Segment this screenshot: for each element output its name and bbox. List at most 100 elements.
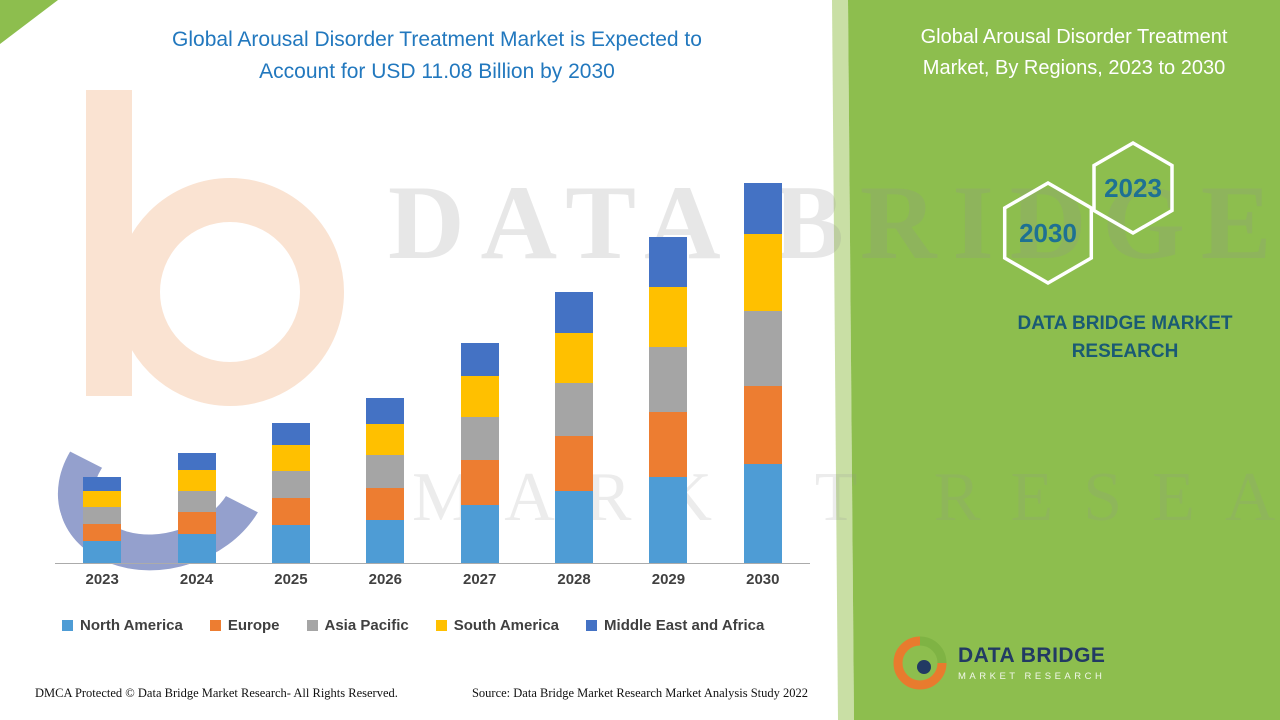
bar-segment	[366, 454, 405, 488]
page-title-line1: Global Arousal Disorder Treatment Market…	[172, 28, 702, 51]
bar-segment	[366, 398, 405, 425]
bar-segment	[177, 453, 216, 471]
page-title-line2: Account for USD 11.08 Billion by 2030	[259, 60, 615, 83]
bar-segment	[271, 497, 310, 526]
logo-title: DATA BRIDGE	[958, 644, 1106, 667]
page-title: Global Arousal Disorder Treatment Market…	[92, 24, 782, 88]
bar-segment	[649, 477, 688, 563]
right-panel-title: Global Arousal Disorder Treatment Market…	[878, 22, 1270, 84]
dbmr-logo: DATA BRIDGE MARKET RESEARCH	[893, 636, 1105, 690]
legend-label: Europe	[227, 617, 280, 634]
legend-swatch	[586, 620, 598, 631]
bar-segment	[460, 460, 499, 505]
bar-segment	[460, 376, 499, 418]
bar-segment	[555, 292, 594, 334]
stacked-bar	[649, 237, 688, 563]
bar-segment	[743, 310, 782, 387]
bar-segment	[555, 491, 594, 563]
right-panel-title-line2: Market, By Regions, 2023 to 2030	[922, 57, 1226, 79]
dbmr-logo-text: DATA BRIDGE MARKET RESEARCH	[958, 644, 1105, 682]
bar-column	[527, 183, 621, 563]
bar-column	[55, 183, 149, 563]
chart-legend: North America Europe Asia Pacific South Ame…	[62, 617, 764, 634]
x-axis-label: 2027	[463, 571, 497, 588]
bar-segment	[83, 523, 122, 541]
bar-segment	[83, 506, 122, 524]
bar-column	[621, 183, 715, 563]
bar-segment	[83, 491, 122, 507]
stacked-bar	[555, 292, 594, 563]
bar-segment	[366, 424, 405, 455]
stacked-bar-chart	[55, 182, 810, 564]
bar-column	[338, 183, 432, 563]
hexagon-2023-label: 2023	[1104, 173, 1162, 203]
legend-item: Europe	[209, 617, 280, 634]
stacked-bar	[177, 453, 216, 563]
stacked-bar	[366, 398, 405, 563]
bar-segment	[743, 463, 782, 563]
brand-text-line2: RESEARCH	[1071, 341, 1179, 362]
x-axis-label: 2023	[85, 571, 119, 588]
legend-item: Middle East and Africa	[586, 617, 764, 634]
bar-column	[149, 183, 243, 563]
source-note: Source: Data Bridge Market Research Mark…	[471, 686, 809, 700]
bar-segment	[271, 444, 310, 471]
bar-segment	[177, 470, 216, 491]
watermark-logo-stem	[86, 90, 132, 396]
bar-column	[716, 182, 810, 563]
bar-segment	[649, 286, 688, 347]
watermark-text-line1: DATA BRIDGE	[388, 164, 1280, 281]
bar-segment	[271, 422, 310, 445]
bar-segment	[177, 490, 216, 512]
legend-label: South America	[453, 617, 560, 634]
bar-column	[244, 183, 338, 563]
bar-segment	[460, 343, 499, 377]
bar-segment	[366, 520, 405, 563]
dmca-notice: DMCA Protected © Data Bridge Market Rese…	[35, 686, 398, 700]
x-axis-label: 2030	[746, 571, 780, 588]
x-axis-labels: 2023 2024 2025 2026 2027 2028 2029 2030	[55, 571, 810, 588]
bar-segment	[743, 386, 782, 464]
bar-segment	[83, 540, 122, 563]
bar-segment	[366, 487, 405, 521]
dbmr-logo-mark	[893, 636, 947, 690]
stacked-bar	[271, 422, 310, 563]
stacked-bar	[83, 477, 122, 563]
bar-segment	[271, 525, 310, 563]
hexagon-badges: 2030 2023	[1002, 140, 1174, 286]
hexagon-2030-shape	[1002, 180, 1094, 286]
bar-column	[433, 183, 527, 563]
brand-text-line1: DATA BRIDGE MARKET	[1017, 313, 1233, 334]
bar-segment	[460, 417, 499, 461]
bar-segment	[743, 182, 782, 234]
bar-segment	[460, 504, 499, 563]
logo-subtitle: MARKET RESEARCH	[958, 671, 1106, 682]
legend-swatch	[209, 620, 221, 631]
legend-label: North America	[80, 617, 183, 634]
x-axis-label: 2026	[368, 571, 402, 588]
x-axis-label: 2025	[274, 571, 308, 588]
stacked-bar	[460, 343, 499, 563]
hexagon-2030-label: 2030	[1019, 218, 1077, 248]
legend-swatch	[306, 620, 318, 631]
hexagon-2023-shape	[1092, 140, 1174, 236]
legend-swatch	[435, 620, 447, 631]
bar-segment	[271, 470, 310, 498]
legend-swatch	[62, 620, 73, 631]
legend-item: Asia Pacific	[306, 617, 409, 634]
right-panel-title-line1: Global Arousal Disorder Treatment	[920, 26, 1228, 48]
stacked-bar	[743, 182, 782, 563]
bar-segment	[177, 533, 216, 563]
bar-segment	[555, 436, 594, 491]
bar-segment	[649, 412, 688, 478]
bar-segment	[83, 477, 122, 492]
bar-segment	[649, 346, 688, 413]
x-axis-label: 2028	[557, 571, 591, 588]
bar-segment	[743, 233, 782, 311]
bar-segment	[177, 511, 216, 534]
legend-item: South America	[435, 617, 560, 634]
legend-label: Asia Pacific	[324, 617, 409, 634]
x-axis-label: 2029	[651, 571, 686, 588]
